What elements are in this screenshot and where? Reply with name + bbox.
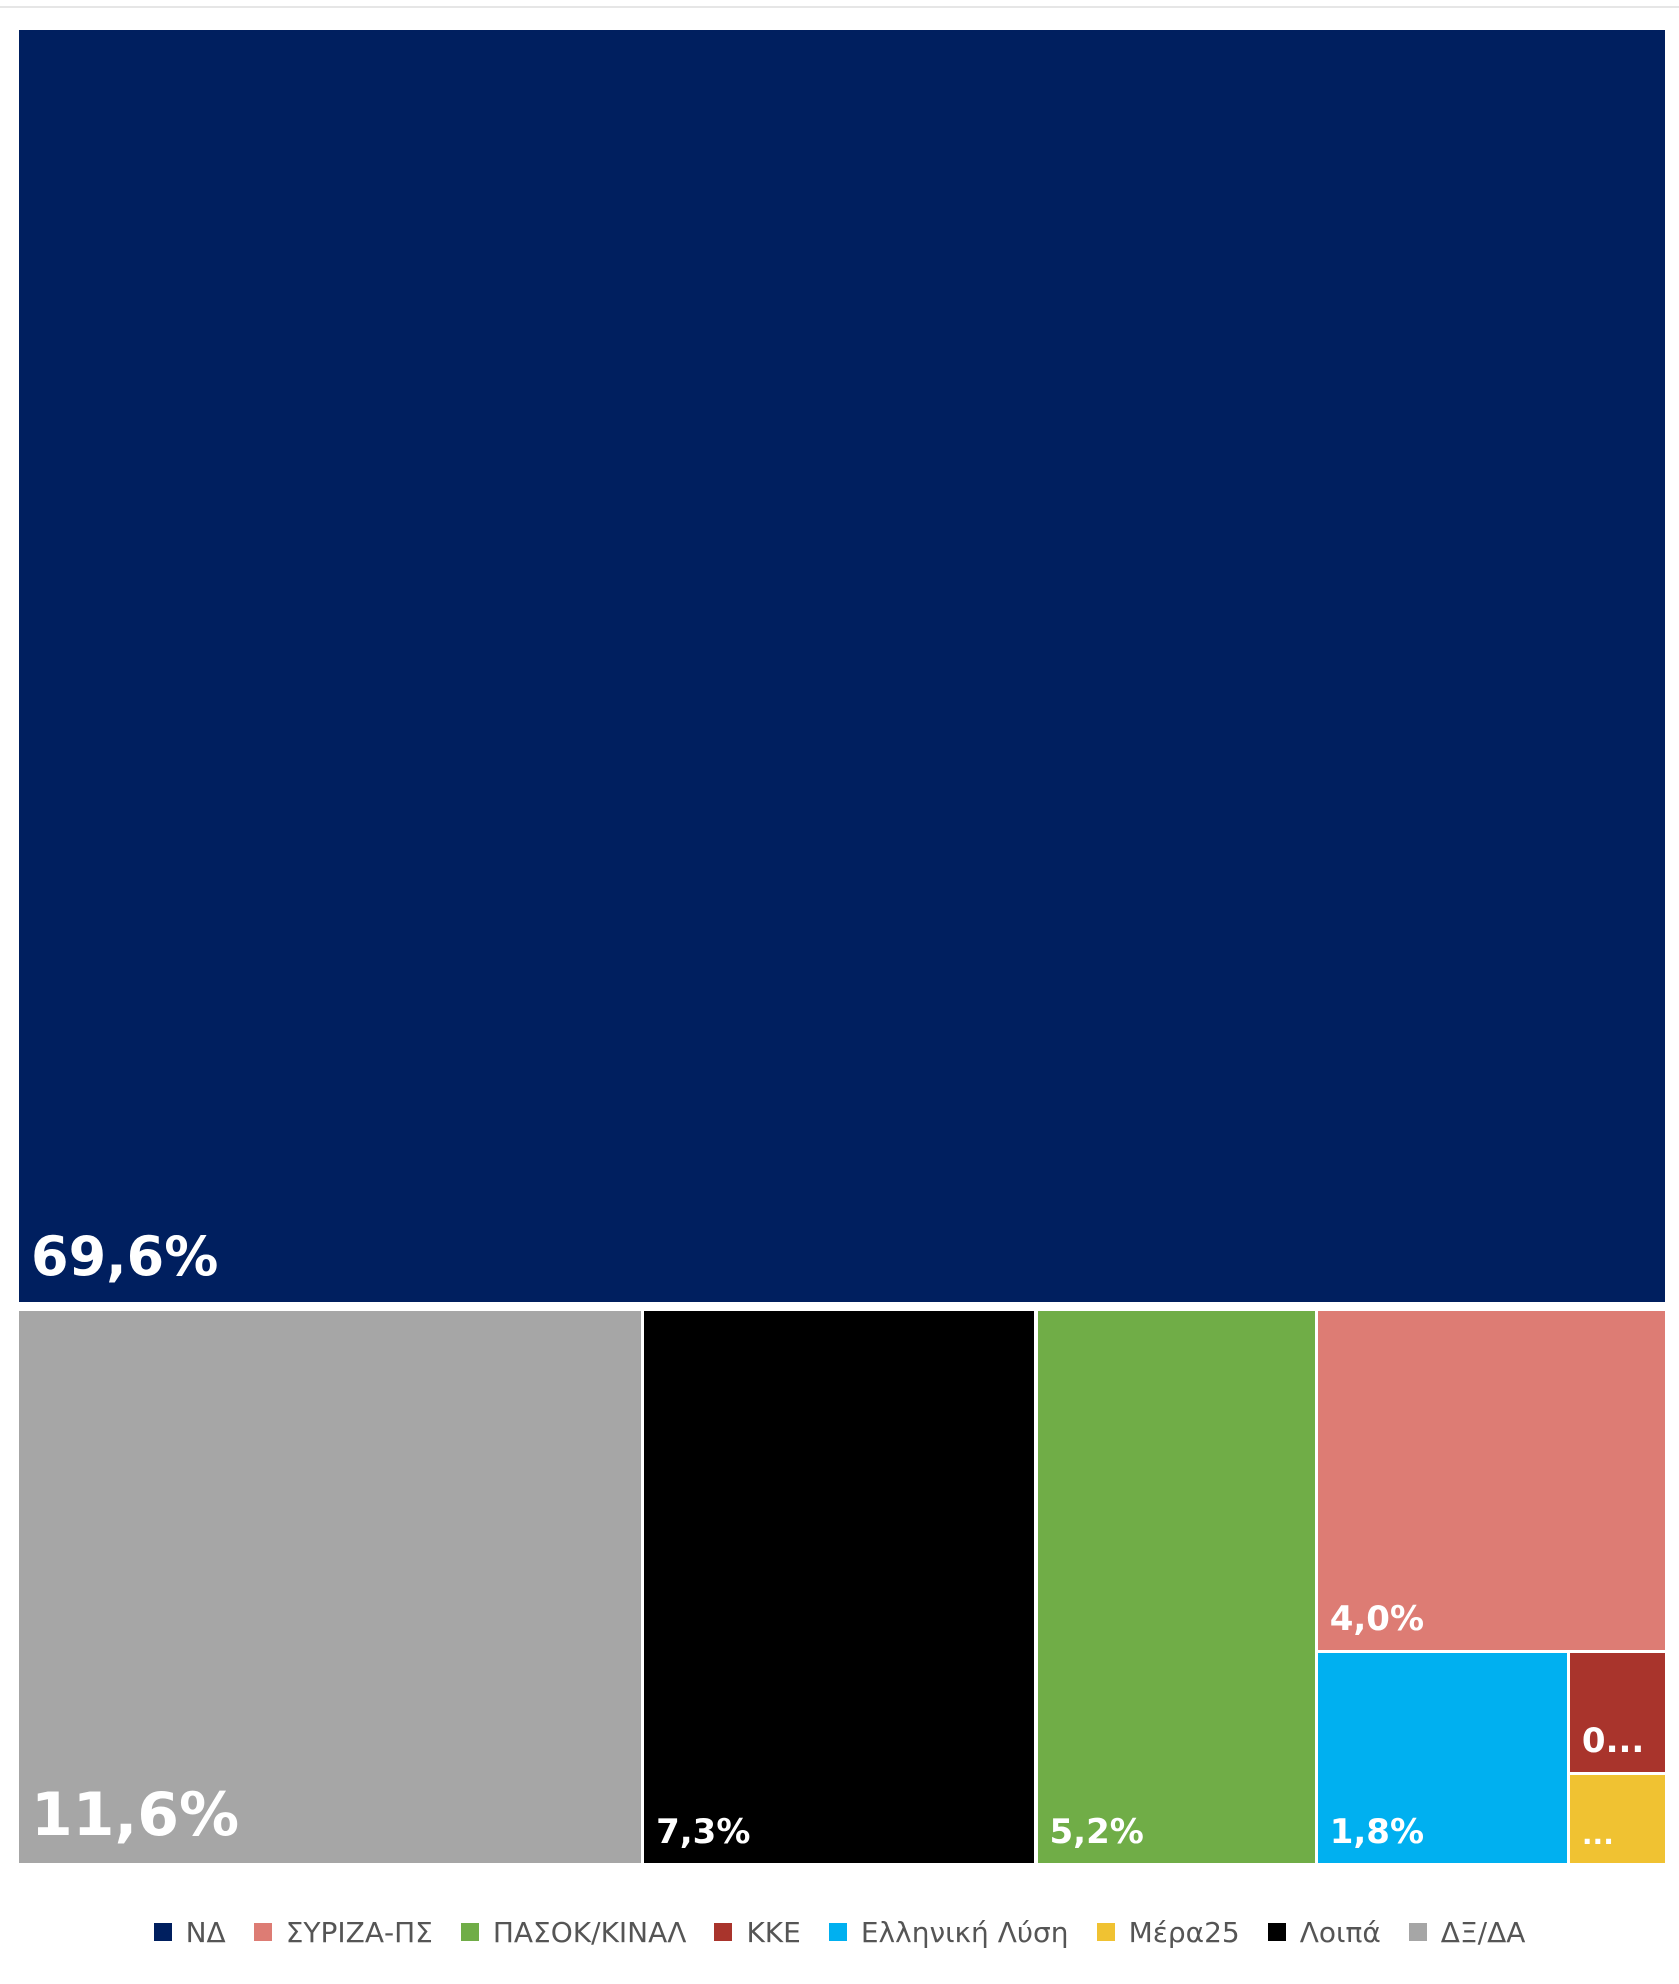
treemap-cell: 0... [1569,1652,1668,1775]
legend-swatch [153,1923,172,1941]
data-label: 5,2% [1049,1811,1144,1852]
legend-label: Ελληνική Λύση [860,1915,1069,1949]
legend-swatch [460,1923,479,1941]
data-label: ... [1581,1817,1614,1851]
legend-item[interactable]: ΠΑΣΟΚ/ΚΙΝΑΛ [460,1915,687,1949]
legend-swatch [253,1923,272,1941]
legend-item[interactable]: ΚΚΕ [714,1915,801,1949]
legend-label: Λοιπά [1299,1915,1381,1949]
data-label: 0... [1581,1720,1645,1761]
legend-label: ΚΚΕ [746,1915,801,1949]
legend-swatch [1267,1923,1286,1941]
legend-item[interactable]: Ελληνική Λύση [828,1915,1069,1949]
data-label: 11,6% [31,1779,240,1850]
legend-label: Μέρα25 [1128,1915,1240,1949]
treemap-cell: 5,2% [1037,1311,1318,1866]
treemap-cell: 11,6% [19,1311,645,1866]
treemap-cell: 1,8% [1317,1652,1570,1866]
legend-item[interactable]: ΔΞ/ΔΑ [1408,1915,1526,1949]
data-label: 4,0% [1329,1598,1425,1639]
legend-item[interactable]: Μέρα25 [1096,1915,1240,1949]
legend-swatch [1408,1923,1427,1941]
legend-item[interactable]: ΣΥΡΙΖΑ-ΠΣ [253,1915,433,1949]
legend-label: ΔΞ/ΔΑ [1440,1915,1526,1949]
treemap-cell: 7,3% [644,1311,1038,1866]
legend-swatch [714,1923,733,1941]
data-label: 7,3% [656,1811,751,1852]
legend: ΝΔ ΣΥΡΙΖΑ-ΠΣ ΠΑΣΟΚ/ΚΙΝΑΛ ΚΚΕ Ελληνική Λύση Μέ… [0,1910,1679,1954]
legend-swatch [1096,1923,1115,1941]
data-label: 69,6% [31,1225,219,1289]
top-divider [0,6,1679,8]
legend-swatch [828,1923,847,1941]
treemap-cell: 4,0% [1317,1311,1668,1653]
treemap-cell: 69,6% [19,30,1668,1306]
treemap-cell: ... [1569,1774,1668,1866]
legend-label: ΣΥΡΙΖΑ-ΠΣ [285,1915,433,1949]
legend-label: ΝΔ [185,1915,226,1949]
data-label: 1,8% [1329,1811,1425,1852]
legend-label: ΠΑΣΟΚ/ΚΙΝΑΛ [492,1915,687,1949]
legend-item[interactable]: ΝΔ [153,1915,226,1949]
legend-item[interactable]: Λοιπά [1267,1915,1381,1949]
